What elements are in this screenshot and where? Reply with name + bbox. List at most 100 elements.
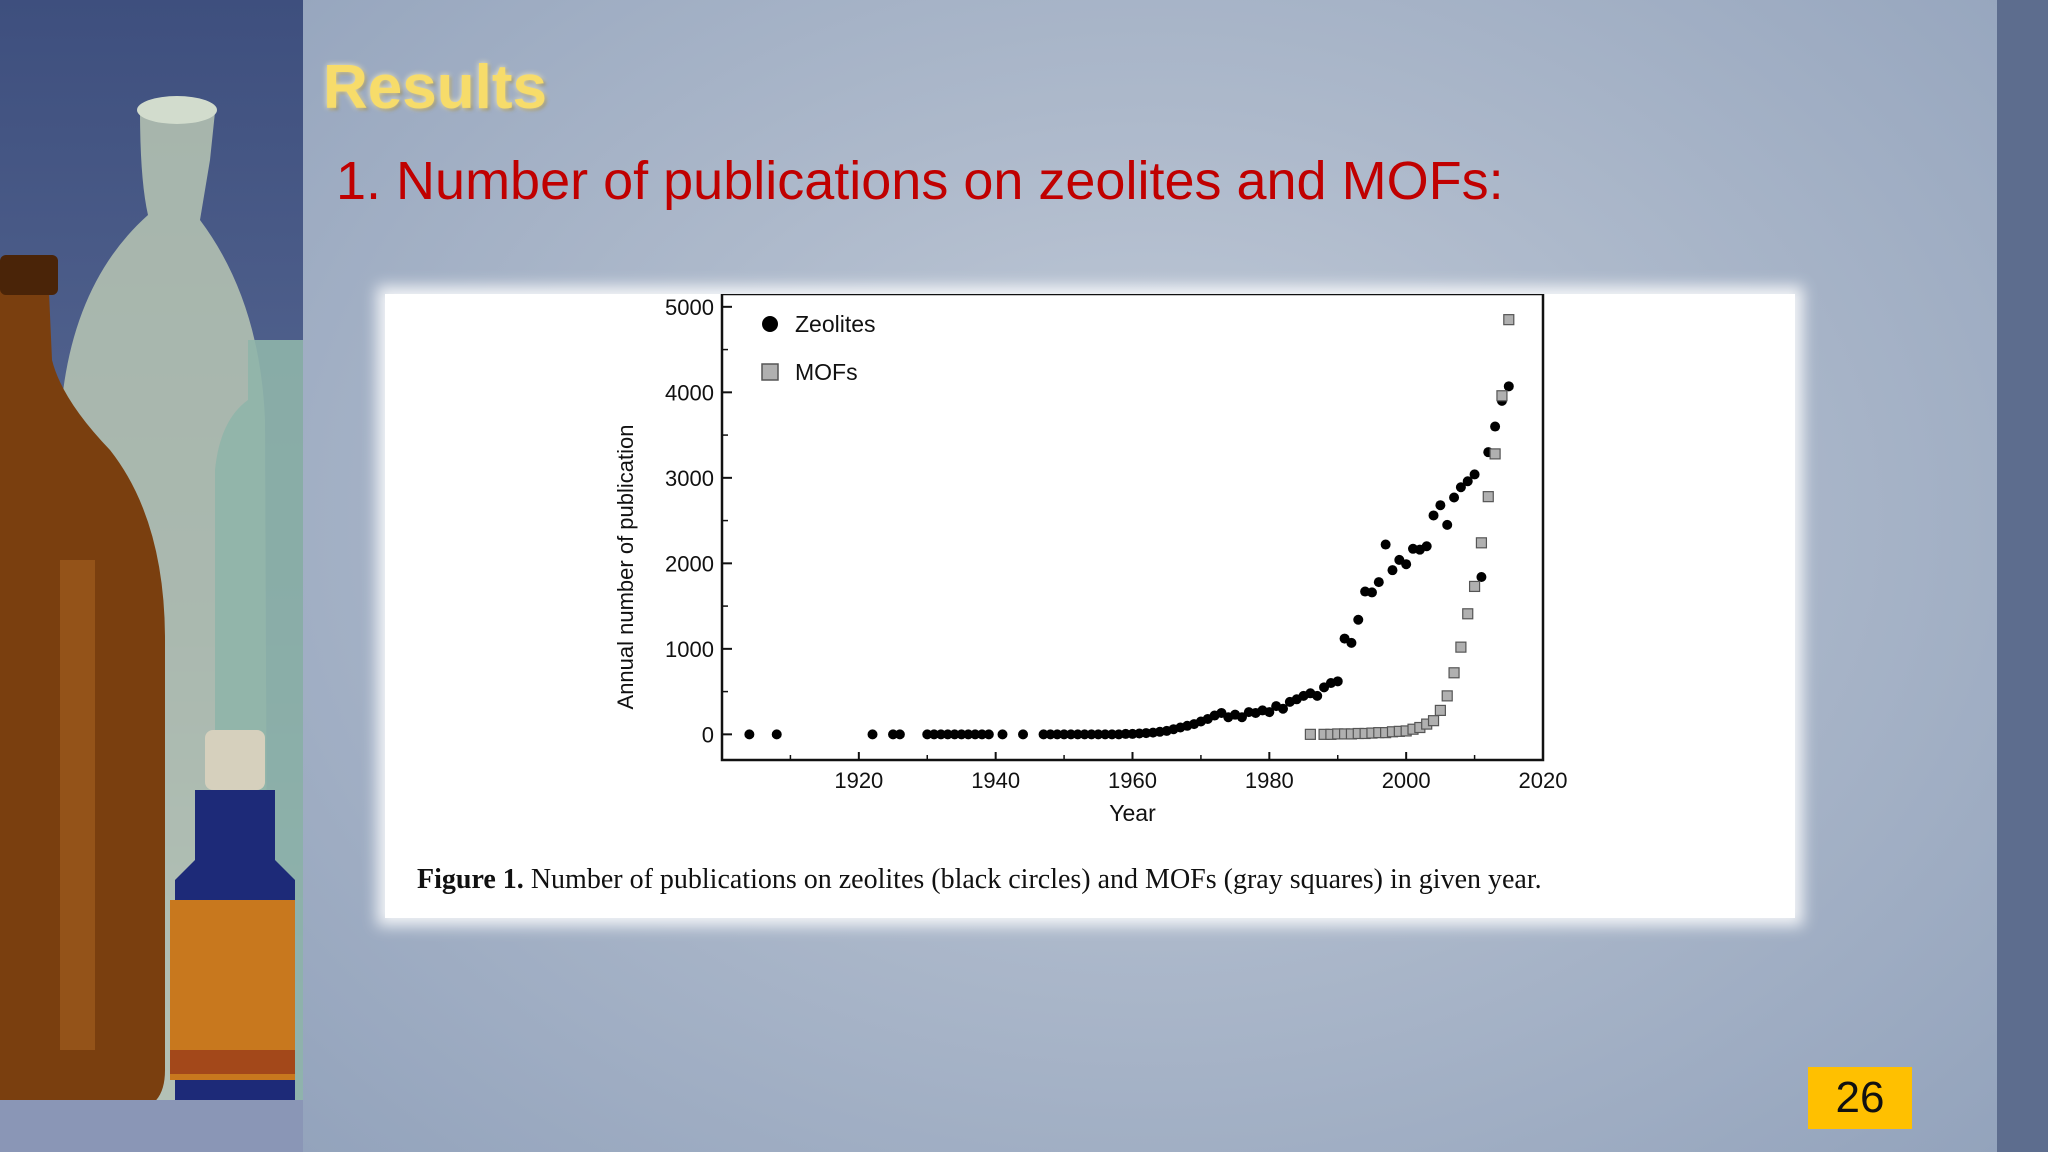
zeolite-point (942, 729, 953, 740)
zeolite-point (1038, 729, 1049, 740)
x-tick-label: 2020 (1519, 768, 1568, 793)
zeolite-point (963, 729, 974, 740)
zeolite-point (983, 729, 994, 740)
zeolite-point (1106, 729, 1117, 740)
zeolite-point (929, 729, 940, 740)
figure-caption: Figure 1. Number of publications on zeol… (417, 864, 1777, 896)
glass-bottle-rim (137, 96, 217, 124)
x-axis-label: Year (1109, 800, 1156, 826)
zeolite-point (949, 729, 960, 740)
zeolite-point (1264, 707, 1275, 718)
mof-point (1475, 537, 1488, 549)
blue-bottle-label-stripe (170, 1050, 295, 1074)
mof-point (1496, 390, 1508, 402)
mof-point (1448, 667, 1460, 679)
mof-point (1441, 690, 1453, 702)
table-surface (0, 1100, 303, 1152)
blue-bottle-cork (205, 730, 265, 790)
zeolite-point (867, 729, 878, 740)
mof-point (1434, 704, 1446, 717)
zeolite-point (894, 729, 905, 740)
zeolite-point (1373, 577, 1384, 588)
amber-bottle-highlight (60, 560, 95, 1050)
amber-bottle-cap (0, 255, 58, 295)
zeolite-point (1401, 559, 1412, 570)
x-tick-label: 1940 (971, 768, 1020, 793)
figure-caption-label: Figure 1. (417, 864, 524, 895)
zeolite-point (1236, 712, 1247, 723)
zeolite-point (976, 729, 987, 740)
y-axis-label: Annual number of publication (613, 425, 638, 710)
y-tick-label: 3000 (665, 466, 714, 491)
legend-label: MOFs (795, 359, 858, 385)
zeolite-point (744, 729, 755, 740)
mof-point (1455, 641, 1467, 653)
zeolite-point (1387, 565, 1398, 576)
zeolite-point (1346, 637, 1357, 648)
zeolite-point (771, 729, 782, 740)
slide-subtitle: 1. Number of publications on zeolites an… (336, 151, 1504, 211)
zeolite-point (1428, 510, 1439, 521)
zeolite-point (1045, 729, 1056, 740)
mof-point (1468, 580, 1481, 593)
marks-layer (744, 314, 1515, 740)
zeolite-point (970, 729, 981, 740)
zeolite-point (1072, 729, 1083, 740)
mof-point (1304, 728, 1316, 740)
zeolite-point (935, 729, 946, 740)
page-number-badge: 26 (1808, 1067, 1912, 1129)
zeolite-point (1469, 469, 1480, 480)
figure-caption-text: Number of publications on zeolites (blac… (530, 864, 1542, 895)
zeolite-point (1366, 587, 1377, 598)
axes-layer: 1920 1940 1960 1980 2000 2020 0 1000 2000 3000 400… (613, 294, 1567, 826)
zeolite-point (997, 729, 1008, 740)
zeolite-point (1421, 541, 1432, 552)
zeolite-point (1332, 676, 1343, 687)
x-tick-label: 2000 (1382, 768, 1431, 793)
zeolite-point (956, 729, 967, 740)
zeolite-point (1442, 519, 1453, 530)
mof-point (1462, 608, 1474, 620)
figure-panel: 1920 1940 1960 1980 2000 2020 0 1000 2000 3000 400… (385, 294, 1795, 918)
mof-point (1482, 491, 1494, 503)
zeolite-point (1312, 690, 1323, 701)
zeolite-point (1380, 539, 1391, 550)
x-tick-label: 1960 (1108, 768, 1157, 793)
y-tick-label: 1000 (665, 637, 714, 662)
zeolite-point (1059, 729, 1070, 740)
y-tick-label: 5000 (665, 295, 714, 320)
zeolite-point (1462, 476, 1473, 487)
zeolite-point (1065, 729, 1076, 740)
x-tick-label: 1980 (1245, 768, 1294, 793)
y-tick-label: 2000 (665, 551, 714, 576)
x-tick-label: 1920 (834, 768, 883, 793)
zeolite-point (1086, 729, 1097, 740)
zeolite-point (1093, 729, 1104, 740)
zeolite-point (1018, 729, 1029, 740)
legend: Zeolites MOFs (761, 311, 876, 385)
zeolite-point (1353, 614, 1364, 625)
mof-point (1427, 715, 1440, 727)
zeolite-point (1120, 728, 1131, 739)
zeolite-point (1490, 421, 1501, 432)
zeolite-point (1079, 729, 1090, 740)
zeolite-point (1449, 492, 1460, 503)
zeolite-point (1476, 572, 1487, 583)
mof-point (1503, 314, 1515, 326)
zeolite-point (888, 729, 899, 740)
publications-scatter-chart: 1920 1940 1960 1980 2000 2020 0 1000 2000 3000 400… (613, 294, 1567, 826)
zeolite-point (922, 729, 933, 740)
bottles-photo (0, 0, 303, 1152)
y-tick-label: 4000 (665, 380, 714, 405)
bottles-illustration (0, 96, 303, 1152)
y-tick-label: 0 (702, 722, 714, 747)
zeolite-point (1278, 703, 1289, 714)
legend-label: Zeolites (795, 311, 876, 337)
zeolite-point (1100, 729, 1111, 740)
mof-point (1489, 448, 1501, 460)
slide-title: Results (323, 53, 547, 122)
zeolite-point (1052, 729, 1063, 740)
legend-mofs-marker (761, 363, 779, 381)
right-accent-band (1997, 0, 2048, 1152)
